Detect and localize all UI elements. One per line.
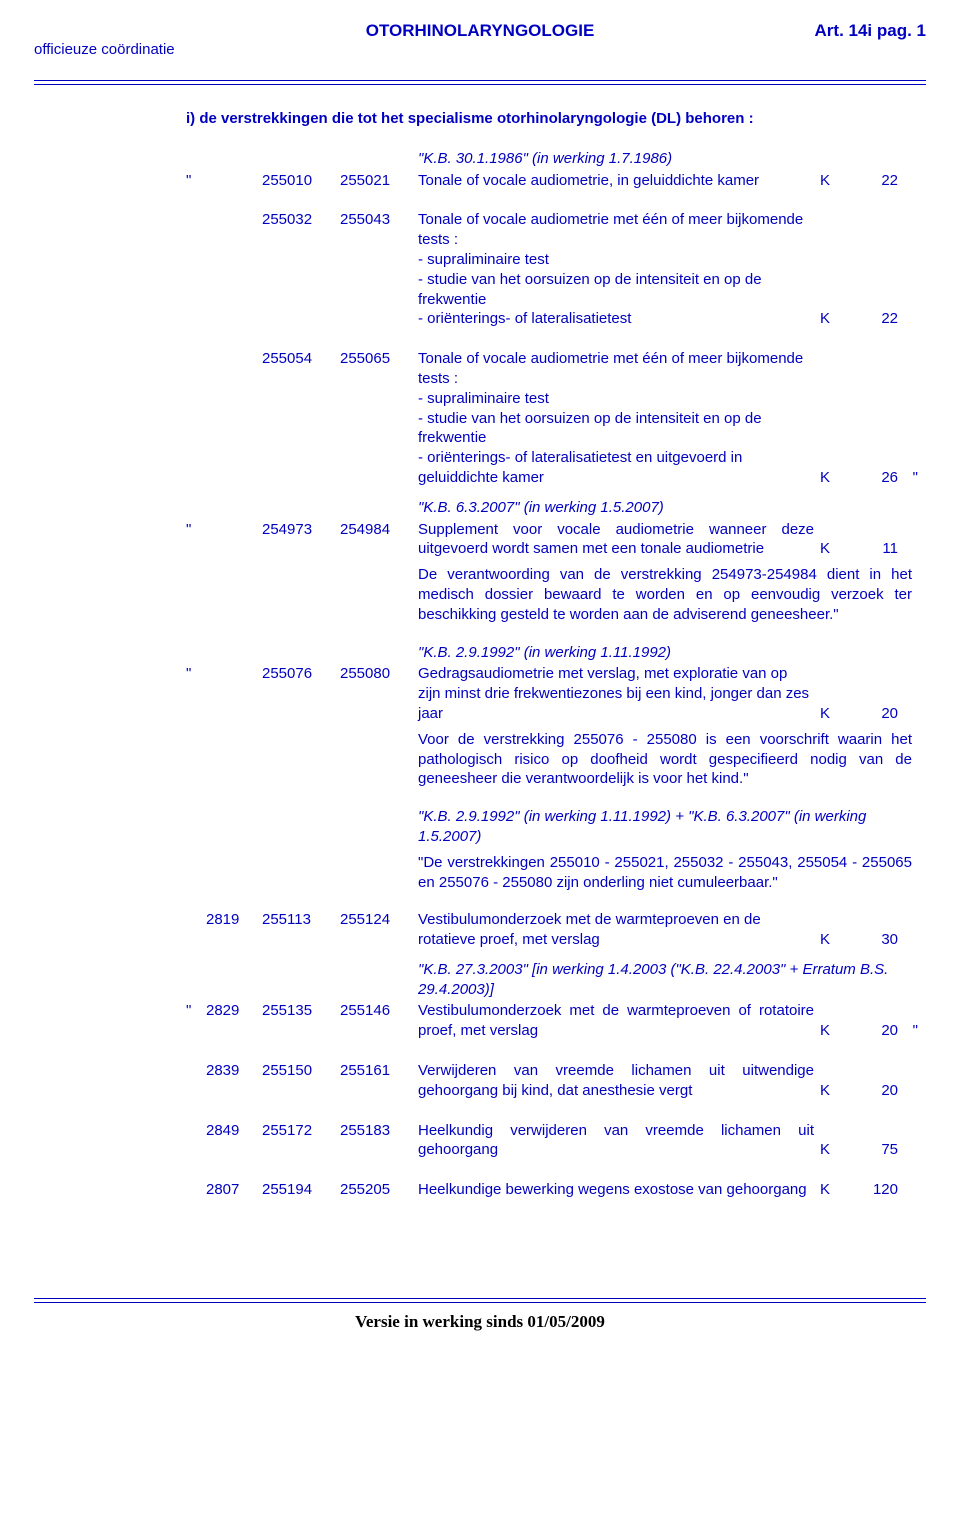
unit: K xyxy=(820,1180,850,1200)
tariff-row: " 2829 255135 255146 Vestibulumonderzoek… xyxy=(186,1001,918,1041)
quote-close: " xyxy=(898,1021,918,1041)
value: 30 xyxy=(850,930,898,950)
tariff-row: " 255010 255021 Tonale of vocale audiome… xyxy=(186,171,918,191)
description: Heelkundige bewerking wegens exostose va… xyxy=(418,1180,820,1200)
unit: K xyxy=(820,704,850,724)
tariff-row: 2807 255194 255205 Heelkundige bewerking… xyxy=(186,1180,918,1200)
tariff-row: 2849 255172 255183 Heelkundig verwijdere… xyxy=(186,1121,918,1161)
note-row: "De verstrekkingen 255010 - 255021, 2550… xyxy=(186,853,918,893)
footer-divider xyxy=(34,1298,926,1303)
code-a: 255010 xyxy=(262,171,340,191)
seq: 2849 xyxy=(206,1121,262,1141)
description: Vestibulumonderzoek met de warmteproeven… xyxy=(418,910,820,950)
code-a: 255032 xyxy=(262,210,340,230)
kb-text: "K.B. 6.3.2007" (in werking 1.5.2007) xyxy=(418,498,820,518)
note-row: Voor de verstrekking 255076 - 255080 is … xyxy=(186,730,918,789)
note-text: "De verstrekkingen 255010 - 255021, 2550… xyxy=(418,853,918,893)
code-b: 254984 xyxy=(340,520,418,540)
tariff-row: 2839 255150 255161 Verwijderen van vreem… xyxy=(186,1061,918,1101)
note-row: De verantwoording van de verstrekking 25… xyxy=(186,565,918,624)
code-b: 255161 xyxy=(340,1061,418,1081)
kb-reference: "K.B. 2.9.1992" (in werking 1.11.1992) xyxy=(186,643,918,663)
unit: K xyxy=(820,468,850,488)
code-a: 255076 xyxy=(262,664,340,684)
kb-text: "K.B. 2.9.1992" (in werking 1.11.1992) +… xyxy=(418,807,918,847)
header-subtitle: officieuze coördinatie xyxy=(34,40,175,60)
code-b: 255021 xyxy=(340,171,418,191)
seq: 2839 xyxy=(206,1061,262,1081)
value: 20 xyxy=(850,704,898,724)
kb-text: "K.B. 2.9.1992" (in werking 1.11.1992) xyxy=(418,643,820,663)
value: 11 xyxy=(850,539,898,559)
value: 120 xyxy=(850,1180,898,1200)
tariff-row: " 254973 254984 Supplement voor vocale a… xyxy=(186,520,918,560)
header-page-ref: Art. 14i pag. 1 xyxy=(815,20,926,42)
quote-open: " xyxy=(186,171,206,191)
value: 20 xyxy=(850,1021,898,1041)
code-b: 255124 xyxy=(340,910,418,930)
unit: K xyxy=(820,930,850,950)
code-a: 255194 xyxy=(262,1180,340,1200)
seq: 2829 xyxy=(206,1001,262,1021)
kb-reference: "K.B. 2.9.1992" (in werking 1.11.1992) +… xyxy=(186,807,918,847)
code-a: 254973 xyxy=(262,520,340,540)
unit: K xyxy=(820,171,850,191)
tariff-row: " 255076 255080 Gedragsaudiometrie met v… xyxy=(186,664,918,723)
value: 20 xyxy=(850,1081,898,1101)
kb-text: "K.B. 30.1.1986" (in werking 1.7.1986) xyxy=(418,149,820,169)
description: Gedragsaudiometrie met verslag, met expl… xyxy=(418,664,820,723)
code-b: 255146 xyxy=(340,1001,418,1021)
value: 26 xyxy=(850,468,898,488)
code-b: 255065 xyxy=(340,349,418,369)
section-intro: i) de verstrekkingen die tot het special… xyxy=(186,109,918,129)
unit: K xyxy=(820,539,850,559)
quote-open: " xyxy=(186,520,206,540)
code-a: 255054 xyxy=(262,349,340,369)
page-header: OTORHINOLARYNGOLOGIE Art. 14i pag. 1 off… xyxy=(34,20,926,80)
unit: K xyxy=(820,1081,850,1101)
code-b: 255205 xyxy=(340,1180,418,1200)
kb-reference: "K.B. 30.1.1986" (in werking 1.7.1986) xyxy=(186,149,918,169)
quote-open: " xyxy=(186,664,206,684)
note-text: De verantwoording van de verstrekking 25… xyxy=(418,565,918,624)
seq: 2819 xyxy=(206,910,262,930)
value: 22 xyxy=(850,309,898,329)
code-b: 255043 xyxy=(340,210,418,230)
code-b: 255183 xyxy=(340,1121,418,1141)
description: Supplement voor vocale audiometrie wanne… xyxy=(418,520,820,560)
code-b: 255080 xyxy=(340,664,418,684)
footer-version: Versie in werking sinds 01/05/2009 xyxy=(34,1311,926,1333)
description: Vestibulumonderzoek met de warmteproeven… xyxy=(418,1001,820,1041)
tariff-row: 2819 255113 255124 Vestibulumonderzoek m… xyxy=(186,910,918,950)
document-page: OTORHINOLARYNGOLOGIE Art. 14i pag. 1 off… xyxy=(0,0,960,1358)
value: 75 xyxy=(850,1140,898,1160)
unit: K xyxy=(820,309,850,329)
value: 22 xyxy=(850,171,898,191)
quote-open: " xyxy=(186,1001,206,1021)
code-a: 255150 xyxy=(262,1061,340,1081)
code-a: 255135 xyxy=(262,1001,340,1021)
quote-close: " xyxy=(898,468,918,488)
kb-reference: "K.B. 6.3.2007" (in werking 1.5.2007) xyxy=(186,498,918,518)
code-a: 255113 xyxy=(262,910,340,930)
description: Verwijderen van vreemde lichamen uit uit… xyxy=(418,1061,820,1101)
document-body: i) de verstrekkingen die tot het special… xyxy=(34,85,926,1298)
description: Tonale of vocale audiometrie, in geluidd… xyxy=(418,171,820,191)
description: Heelkundig verwijderen van vreemde licha… xyxy=(418,1121,820,1161)
kb-reference: "K.B. 27.3.2003" [in werking 1.4.2003 ("… xyxy=(186,960,918,1000)
code-a: 255172 xyxy=(262,1121,340,1141)
seq: 2807 xyxy=(206,1180,262,1200)
tariff-row: 255054 255065 Tonale of vocale audiometr… xyxy=(186,349,918,488)
description: Tonale of vocale audiometrie met één of … xyxy=(418,210,820,329)
description: Tonale of vocale audiometrie met één of … xyxy=(418,349,820,488)
unit: K xyxy=(820,1021,850,1041)
kb-text: "K.B. 27.3.2003" [in werking 1.4.2003 ("… xyxy=(418,960,918,1000)
tariff-row: 255032 255043 Tonale of vocale audiometr… xyxy=(186,210,918,329)
unit: K xyxy=(820,1140,850,1160)
note-text: Voor de verstrekking 255076 - 255080 is … xyxy=(418,730,918,789)
